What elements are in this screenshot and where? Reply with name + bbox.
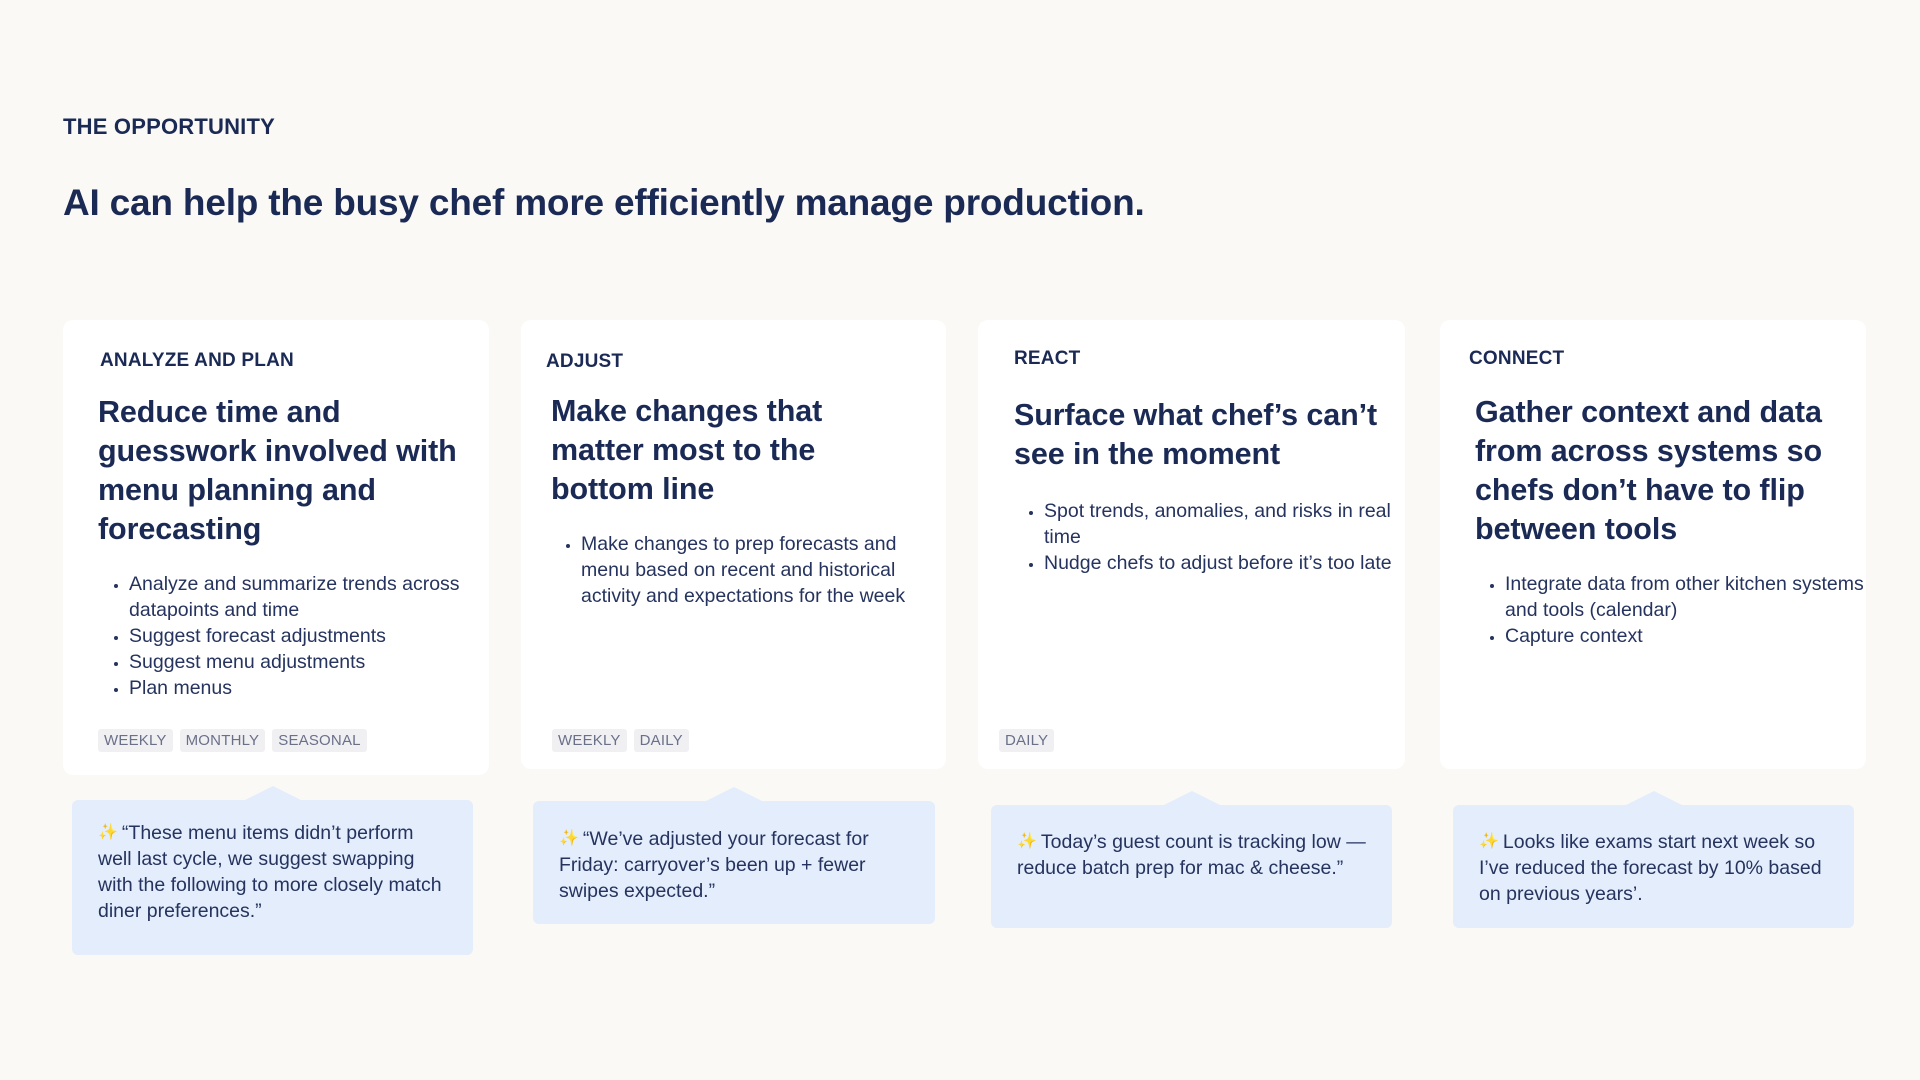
suggestion-text: Today’s guest count is tracking low — re… (1017, 831, 1366, 879)
bullet-list: Make changes to prep forecasts and menu … (551, 531, 941, 609)
card-label: REACT (1014, 348, 1081, 369)
tag-monthly: MONTHLY (179, 729, 266, 752)
card-title: Gather context and data from across syst… (1475, 395, 1823, 546)
sparkles-icon: ✨ (559, 830, 579, 847)
page-headline: AI can help the busy chef more efficient… (63, 182, 1145, 223)
bullet-list: Integrate data from other kitchen system… (1475, 571, 1865, 649)
ai-suggestion-bubble: ✨ “These menu items didn’t perform well l… (72, 786, 473, 955)
card-title: Surface what chef’s can’t see in the mom… (1014, 398, 1378, 471)
card-title: Make changes that matter most to the bot… (551, 394, 823, 506)
suggestion-text: “We’ve adjusted your forecast for Friday… (559, 828, 869, 902)
frequency-tags: WEEKLY MONTHLY SEASONAL (98, 729, 367, 752)
list-item: Make changes to prep forecasts and menu … (581, 531, 941, 609)
list-item: Spot trends, anomalies, and risks in rea… (1044, 498, 1394, 550)
suggestion-text: Looks like exams start next week so I’ve… (1479, 831, 1822, 905)
card-react: REACT Surface what chef’s can’t see in t… (978, 320, 1405, 769)
suggestion-text: “These menu items didn’t perform well la… (98, 822, 442, 922)
tag-daily: DAILY (633, 729, 689, 752)
ai-suggestion-bubble: ✨ “We’ve adjusted your forecast for Frida… (533, 787, 935, 924)
ai-suggestion-bubble: ✨ Today’s guest count is tracking low — r… (991, 791, 1392, 928)
bullet-list: Spot trends, anomalies, and risks in rea… (1014, 498, 1394, 576)
section-eyebrow: THE OPPORTUNITY (63, 114, 276, 139)
sparkles-icon: ✨ (1479, 833, 1499, 850)
card-label: ANALYZE AND PLAN (100, 350, 294, 371)
list-item: Nudge chefs to adjust before it’s too la… (1044, 550, 1394, 576)
sparkles-icon: ✨ (98, 824, 118, 841)
sparkles-icon: ✨ (1017, 833, 1037, 850)
tag-seasonal: SEASONAL (272, 729, 367, 752)
tag-weekly: WEEKLY (552, 729, 627, 752)
card-adjust: ADJUST Make changes that matter most to … (521, 320, 946, 769)
card-title: Reduce time and guesswork involved with … (98, 395, 457, 546)
tag-weekly: WEEKLY (98, 729, 173, 752)
list-item: Integrate data from other kitchen system… (1505, 571, 1865, 623)
card-analyze-and-plan: ANALYZE AND PLAN Reduce time and guesswo… (63, 320, 489, 775)
tag-daily: DAILY (999, 729, 1055, 752)
frequency-tags: WEEKLY DAILY (552, 729, 689, 752)
card-connect: CONNECT Gather context and data from acr… (1440, 320, 1866, 769)
list-item: Suggest forecast adjustments (129, 623, 469, 649)
list-item: Capture context (1505, 623, 1865, 649)
bullet-list: Analyze and summarize trends across data… (99, 571, 469, 701)
list-item: Suggest menu adjustments (129, 649, 469, 675)
list-item: Plan menus (129, 675, 469, 701)
ai-suggestion-bubble: ✨ Looks like exams start next week so I’v… (1453, 791, 1854, 928)
frequency-tags: DAILY (999, 729, 1055, 752)
card-label: ADJUST (546, 351, 624, 372)
list-item: Analyze and summarize trends across data… (129, 571, 469, 623)
card-label: CONNECT (1469, 348, 1565, 369)
